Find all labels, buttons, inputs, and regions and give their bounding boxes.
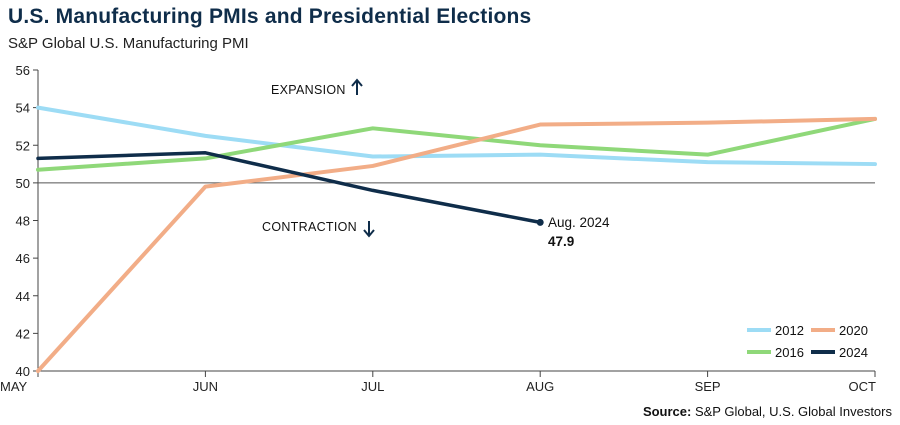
legend: 2012 2020 2016 2024 bbox=[747, 323, 868, 360]
series-lines bbox=[36, 105, 877, 373]
x-axis-ticks: MAY JUN JUL AUG SEP OCT bbox=[0, 371, 876, 394]
legend-label-2012: 2012 bbox=[775, 323, 804, 338]
legend-label-2020: 2020 bbox=[839, 323, 868, 338]
series-line-2020 bbox=[36, 116, 877, 373]
contraction-label: CONTRACTION bbox=[262, 220, 357, 234]
y-tick-label: 56 bbox=[16, 63, 30, 78]
x-tick-label: JUL bbox=[361, 379, 384, 394]
chart-title: U.S. Manufacturing PMIs and Presidential… bbox=[8, 5, 532, 28]
y-tick-label: 50 bbox=[16, 176, 30, 191]
y-tick-label: 40 bbox=[16, 364, 30, 379]
y-tick-label: 48 bbox=[16, 214, 30, 229]
arrow-up-icon bbox=[351, 78, 363, 95]
y-tick-label: 44 bbox=[16, 289, 30, 304]
series-line-2024 bbox=[36, 151, 542, 225]
series-line-2016 bbox=[36, 116, 877, 172]
source-note: Source: S&P Global, U.S. Global Investor… bbox=[643, 404, 892, 419]
y-tick-label: 46 bbox=[16, 251, 30, 266]
y-axis-ticks: 40 42 44 46 48 50 52 54 56 bbox=[16, 63, 38, 379]
source-label: Source: bbox=[642, 404, 692, 419]
x-tick-label: AUG bbox=[526, 379, 554, 394]
x-tick-label: OCT bbox=[849, 379, 877, 394]
y-tick-label: 52 bbox=[16, 138, 30, 153]
series-line-2012 bbox=[36, 105, 877, 167]
source-text: S&P Global, U.S. Global Investors bbox=[694, 404, 892, 419]
last-point-value-label: 47.9 bbox=[548, 234, 574, 249]
legend-label-2016: 2016 bbox=[775, 345, 804, 360]
arrow-down-icon bbox=[363, 221, 375, 238]
x-tick-label: JUN bbox=[193, 379, 218, 394]
chart-subtitle: S&P Global U.S. Manufacturing PMI bbox=[8, 35, 249, 52]
y-tick-label: 54 bbox=[16, 101, 30, 116]
x-tick-label: SEP bbox=[695, 379, 721, 394]
y-tick-label: 42 bbox=[16, 326, 30, 341]
legend-label-2024: 2024 bbox=[839, 345, 868, 360]
expansion-label: EXPANSION bbox=[271, 83, 346, 97]
last-point-date-label: Aug. 2024 bbox=[548, 215, 610, 230]
x-tick-label: MAY bbox=[0, 379, 28, 394]
last-point-marker bbox=[536, 218, 544, 226]
